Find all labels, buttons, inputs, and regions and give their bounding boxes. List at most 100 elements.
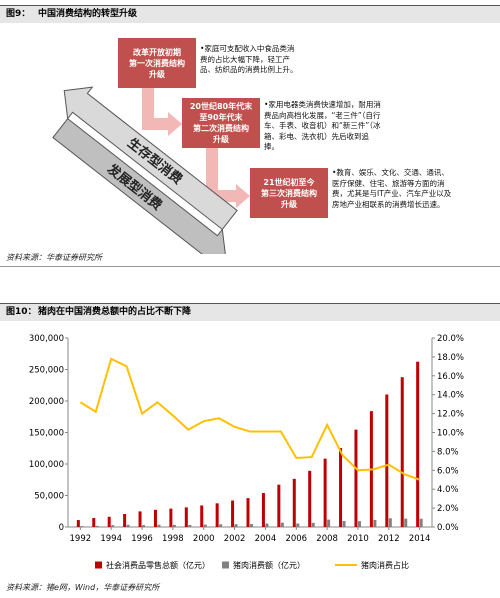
bar — [357, 521, 361, 527]
line — [79, 357, 421, 481]
y2-tick-label: 6.0% — [437, 466, 459, 476]
bar — [373, 519, 377, 527]
y-tick-label: 200,000 — [29, 397, 64, 407]
bar — [388, 518, 392, 527]
bar — [342, 520, 346, 527]
stage-box-line: 第三次消费结构 — [261, 188, 317, 198]
x-tick-label: 2010 — [347, 534, 369, 544]
arrow-up — [63, 86, 238, 231]
stage-box-line: 至90年代末 — [199, 113, 243, 122]
connector-head — [168, 112, 182, 136]
x-tick-label: 2012 — [378, 534, 400, 544]
arrow-down — [52, 117, 227, 254]
bar — [188, 524, 192, 527]
x-tick-label: 2000 — [193, 534, 215, 544]
x-tick-label: 2008 — [316, 534, 338, 544]
bar — [308, 470, 312, 527]
figure-header: 图10： 猪肉在中国消费总额中的占比不断下降 — [0, 303, 500, 321]
bar — [126, 524, 130, 527]
bar — [385, 394, 389, 527]
bar — [277, 484, 281, 527]
stage-box-line: 升级 — [149, 69, 165, 79]
bar — [76, 520, 80, 527]
bar — [280, 522, 284, 527]
bar — [80, 526, 84, 527]
y2-tick-label: 16.0% — [437, 372, 464, 382]
bar — [416, 361, 420, 527]
y2-tick-label: 2.0% — [437, 504, 459, 514]
bar — [400, 377, 404, 527]
legend-swatch — [222, 561, 229, 569]
y2-tick-label: 8.0% — [437, 447, 459, 457]
stage-box-line: 改革开放初期 — [133, 47, 181, 57]
x-tick-label: 1992 — [70, 534, 92, 544]
figure-title: 中国消费结构的转型升级 — [38, 9, 138, 19]
y-tick-label: 300,000 — [29, 334, 64, 344]
stage-note: •教育、娱乐、文化、交通、通讯、医疗保健、住宅、旅游等方面的消费，尤其是与IT产… — [332, 168, 452, 209]
connector — [142, 88, 168, 130]
bar — [323, 458, 327, 527]
stage-box-line: 升级 — [281, 199, 297, 209]
bar — [354, 429, 358, 527]
legend-label: 猪肉消费占比 — [361, 560, 409, 570]
bar — [95, 525, 99, 527]
y-tick-label: 0 — [59, 523, 64, 533]
y-tick-label: 150,000 — [29, 429, 64, 439]
y-tick-label: 50,000 — [34, 492, 64, 502]
chart: 0 50,000 100,000 150,000 200,000 250,000 300,0… — [29, 334, 464, 570]
stage-box: 改革开放初期 第一次消费结构 升级 — [118, 38, 196, 88]
bar — [142, 525, 146, 527]
x-tick-label: 2006 — [285, 534, 307, 544]
bar — [234, 524, 238, 527]
bar — [339, 448, 343, 527]
y2-tick-label: 10.0% — [437, 429, 464, 439]
bar — [107, 516, 111, 527]
x-tick-label: 1994 — [100, 534, 122, 544]
bar — [219, 524, 223, 527]
stage-note: •家庭可支配收入中食品类消费的占比大幅下降，轻工产品、纺织品的消费比例上升。 — [200, 44, 298, 74]
y2-tick-label: 20.0% — [437, 334, 464, 344]
source: 资料来源：猪e网，Wind，华泰证券研究所 — [6, 583, 160, 592]
connector — [206, 148, 236, 202]
y-tick-label: 250,000 — [29, 366, 64, 376]
bar — [250, 524, 253, 527]
bar — [111, 525, 115, 527]
bar — [261, 493, 265, 527]
x-tick-label: 2004 — [255, 534, 277, 544]
stage-note: •家用电器类消费快速增加，耐用消费品向高档化发展，“老三件”（自行车、手表、收音… — [264, 100, 381, 151]
x-tick-label: 1998 — [162, 534, 184, 544]
y2-tick-label: 4.0% — [437, 485, 459, 495]
x-tick-label: 2014 — [409, 534, 431, 544]
stage-box-line: 第二次消费结构 — [193, 124, 249, 133]
figure-header: 图9： 中国消费结构的转型升级 — [0, 5, 500, 23]
bar — [215, 503, 219, 527]
source: 资料来源：华泰证券研究所 — [6, 253, 102, 262]
bar — [246, 498, 250, 527]
bar — [327, 519, 331, 527]
x-tick-label: 2002 — [224, 534, 246, 544]
bar — [92, 518, 96, 527]
bar — [153, 509, 157, 527]
bar — [138, 511, 142, 527]
stage-box: 21世纪初至今 第三次消费结构 升级 — [250, 168, 328, 218]
x-tick-label: 1996 — [131, 534, 153, 544]
bar — [123, 514, 127, 527]
rule — [0, 266, 500, 267]
stage-box-line: 21世纪初至今 — [263, 177, 315, 187]
bar — [311, 522, 315, 527]
bar — [172, 524, 176, 527]
figure-label: 图9： — [6, 9, 31, 19]
chart-title: 猪肉在中国消费总额中的占比不断下降 — [38, 307, 192, 317]
bar — [419, 518, 423, 527]
legend-swatch — [95, 561, 102, 569]
stage-box-line: 第一次消费结构 — [129, 58, 185, 68]
connector-head — [236, 184, 250, 208]
bar — [157, 524, 161, 527]
y2-tick-label: 18.0% — [437, 353, 464, 363]
bar — [265, 523, 269, 527]
bar — [292, 478, 296, 527]
stage-box-line: 升级 — [213, 135, 229, 144]
bar — [231, 500, 235, 527]
legend-label: 社会消费品零售总额（亿元） — [106, 560, 210, 570]
